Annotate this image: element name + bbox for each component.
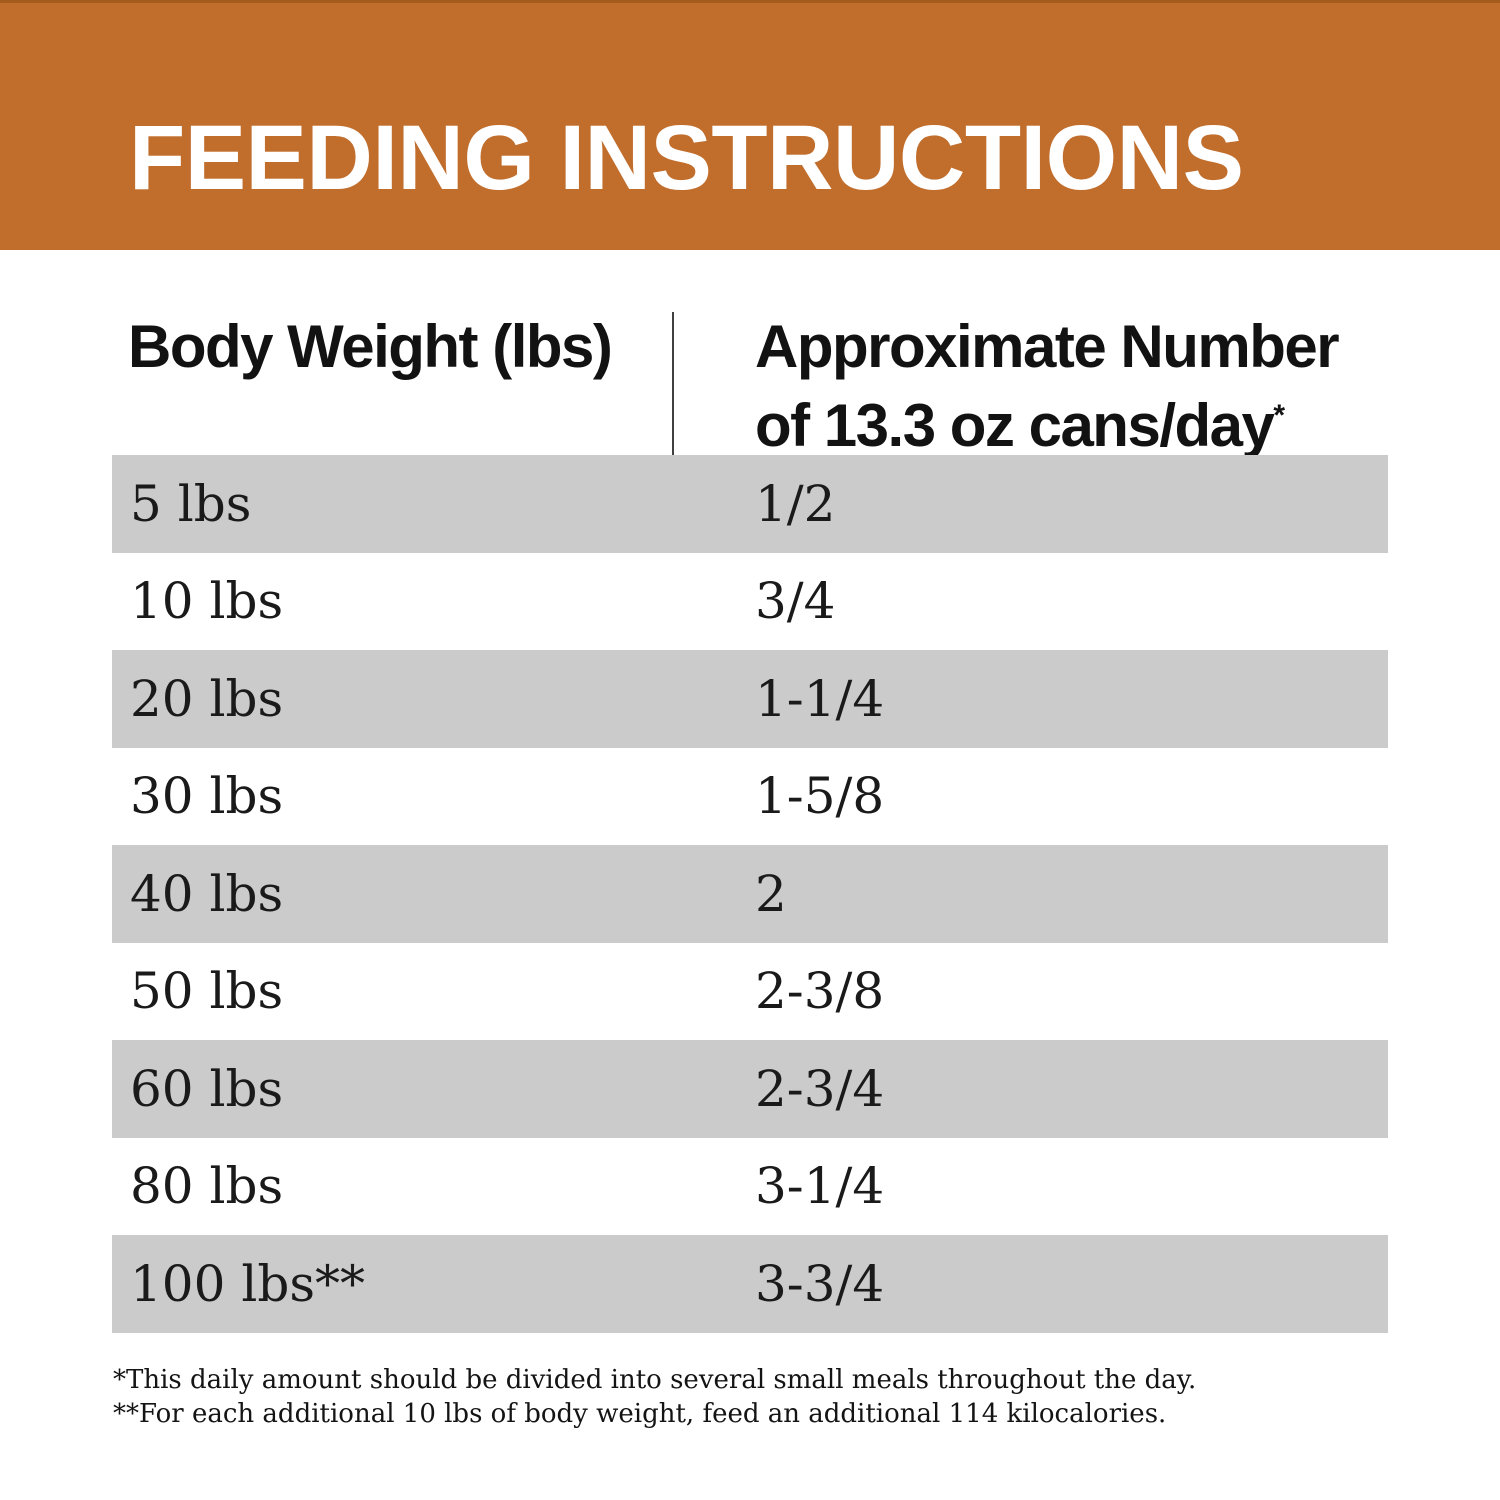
footnote-marker-asterisk: * (1273, 399, 1285, 432)
page-title: FEEDING INSTRUCTIONS (129, 107, 1244, 209)
body-weight-cell: 60 lbs (130, 1059, 284, 1118)
column-header-cans-per-day: Approximate Number of 13.3 oz cans/day* (755, 307, 1340, 465)
table-row: 30 lbs 1-5/8 (112, 747, 1388, 845)
cans-per-day-cell: 2-3/4 (755, 1059, 885, 1118)
body-weight-cell: 80 lbs (130, 1157, 284, 1216)
feeding-table: 5 lbs 1/2 10 lbs 3/4 20 lbs 1-1/4 30 lbs… (112, 455, 1388, 1333)
table-row: 50 lbs 2-3/8 (112, 942, 1388, 1040)
cans-per-day-cell: 3/4 (755, 572, 836, 631)
table-row: 100 lbs** 3-3/4 (112, 1235, 1388, 1333)
body-weight-cell: 5 lbs (130, 474, 252, 533)
cans-per-day-cell: 3-1/4 (755, 1157, 885, 1216)
body-weight-cell: 40 lbs (130, 864, 284, 923)
body-weight-cell: 30 lbs (130, 767, 284, 826)
cans-per-day-cell: 2 (755, 864, 787, 923)
column-header-body-weight: Body Weight (lbs) (128, 313, 613, 380)
column-header-cans-line2: of 13.3 oz cans/day (755, 392, 1275, 459)
column-header-cans-line1: Approximate Number (755, 313, 1340, 380)
body-weight-cell: 20 lbs (130, 669, 284, 728)
cans-per-day-cell: 3-3/4 (755, 1254, 885, 1313)
footnote-additional-weight: **For each additional 10 lbs of body wei… (113, 1399, 1167, 1429)
cans-per-day-cell: 1/2 (755, 474, 836, 533)
footnote-daily-amount: *This daily amount should be divided int… (113, 1365, 1197, 1395)
banner: FEEDING INSTRUCTIONS (0, 0, 1500, 250)
table-row: 10 lbs 3/4 (112, 552, 1388, 650)
body-weight-cell: 100 lbs** (130, 1254, 365, 1313)
table-row: 20 lbs 1-1/4 (112, 650, 1388, 748)
footnotes: *This daily amount should be divided int… (113, 1363, 1196, 1431)
table-row: 40 lbs 2 (112, 845, 1388, 943)
table-row: 60 lbs 2-3/4 (112, 1040, 1388, 1138)
cans-per-day-cell: 2-3/8 (755, 962, 885, 1021)
cans-per-day-cell: 1-1/4 (755, 669, 885, 728)
body-weight-cell: 10 lbs (130, 572, 284, 631)
body-weight-cell: 50 lbs (130, 962, 284, 1021)
cans-per-day-cell: 1-5/8 (755, 767, 885, 826)
table-row: 5 lbs 1/2 (112, 455, 1388, 553)
table-row: 80 lbs 3-1/4 (112, 1137, 1388, 1235)
